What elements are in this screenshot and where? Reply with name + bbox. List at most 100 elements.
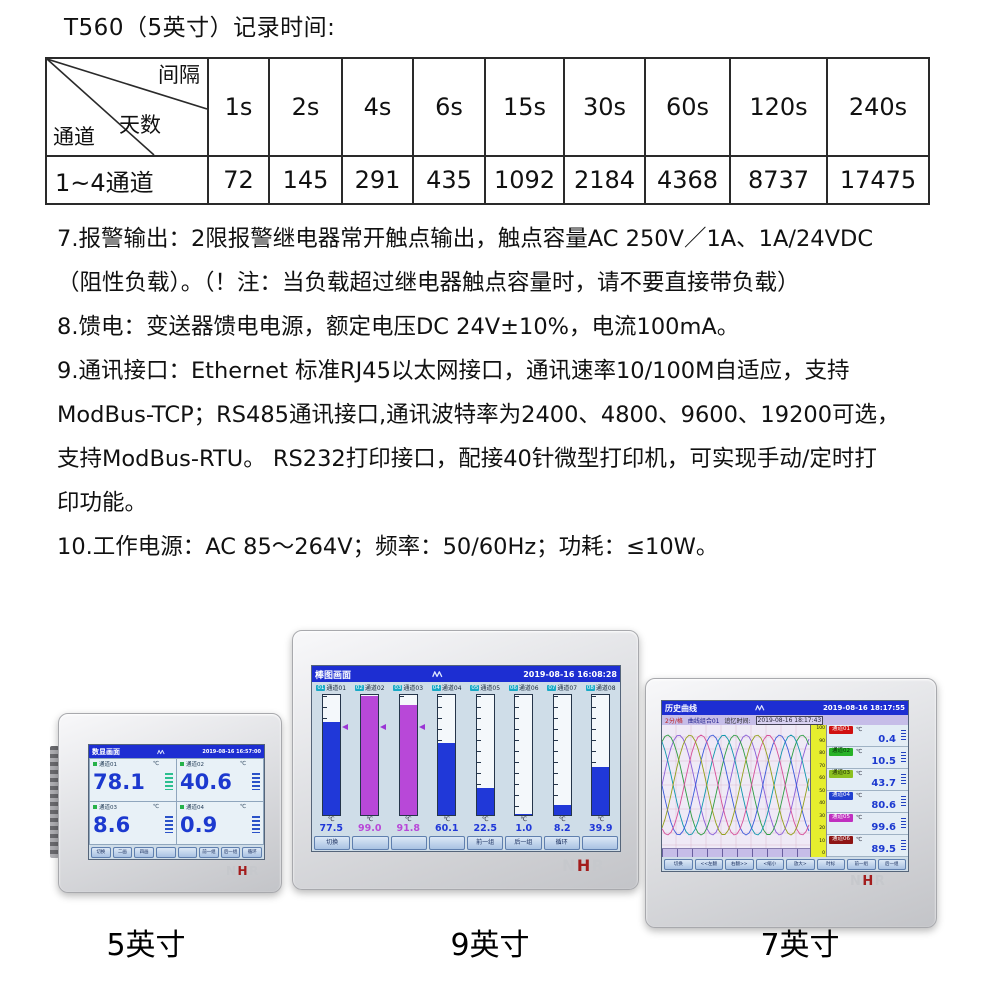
brand-logo-icon xyxy=(755,705,765,711)
interval-column-header: 30s xyxy=(563,57,646,157)
value-axis-scale: 100 90 80 70 60 50 40 30 20 10 0 xyxy=(811,725,827,857)
bar-column xyxy=(389,694,428,816)
corner-label-days: 天数 xyxy=(119,113,161,137)
bar-unit: ℃ xyxy=(558,816,566,823)
channel-cell-header: 通道02 ℃ xyxy=(180,760,260,768)
alarm-setpoint-marker xyxy=(339,723,348,730)
readout-channel-chip: 通道05 xyxy=(829,814,853,822)
history-curve-chart xyxy=(662,725,811,857)
readout-unit: ℃ xyxy=(856,770,863,777)
signal-bars-icon xyxy=(901,730,906,742)
softkey-button-row: 切换 二画 四画 前一组 后一组 循环 xyxy=(89,845,264,859)
bar-outline xyxy=(398,694,425,816)
bar-scale-ticks xyxy=(553,696,558,814)
readout-header: 通道04 ℃ xyxy=(829,792,906,800)
nhr-logo-letter: R xyxy=(591,856,606,875)
bar-value: 77.5 xyxy=(319,823,343,834)
axis-tick-label: 80 xyxy=(819,751,825,756)
readout-row: 通道04 ℃ 80.6 xyxy=(827,791,908,813)
channel-cell: 通道02 ℃ 40.6 xyxy=(177,759,263,801)
channel-status-icon xyxy=(180,805,184,809)
spec-text-line: 9.通讯接口：Ethernet 标准RJ45以太网接口，通讯速率10/100M自… xyxy=(57,358,850,384)
bar-channel-number: 03 xyxy=(393,684,403,691)
bar-channel-label: 通道08 xyxy=(595,685,616,692)
softkey-button xyxy=(352,835,389,850)
softkey-button: 切换 xyxy=(91,846,111,858)
screen-title: 历史曲线 xyxy=(665,703,697,713)
axis-tick-label: 10 xyxy=(819,838,825,844)
readout-header: 通道01 ℃ xyxy=(829,726,906,734)
bar-outline xyxy=(360,694,387,816)
readout-unit: ℃ xyxy=(856,836,863,843)
bar-channel-header: 02 通道02 xyxy=(351,683,390,692)
bar-channel-header: 01 通道01 xyxy=(312,683,351,692)
channel-cell-header: 通道03 ℃ xyxy=(93,803,173,811)
bar-channel-header: 06 通道06 xyxy=(505,683,544,692)
softkey-button: 右翻>> xyxy=(725,858,754,870)
bar-channel-number: 07 xyxy=(547,684,557,691)
bar-value: 60.1 xyxy=(435,823,459,834)
interval-column-header: 15s xyxy=(484,57,565,157)
readout-unit: ℃ xyxy=(856,726,863,733)
nhr-logo-letter: H xyxy=(237,864,250,878)
readout-header: 通道06 ℃ xyxy=(829,836,906,844)
bar-channel-number: 08 xyxy=(585,684,595,691)
bar-fill xyxy=(438,742,456,815)
bar-unit: ℃ xyxy=(481,816,489,823)
signal-bars-icon xyxy=(252,773,260,790)
days-value-cell: 2184 xyxy=(563,155,646,205)
history-main-area: 100 90 80 70 60 50 40 30 20 10 0 通道01 ℃ 0.4 通道02 ℃ 10.5 通… xyxy=(662,725,908,857)
channel-cell: 通道01 ℃ 78.1 xyxy=(90,759,176,801)
channel-unit: ℃ xyxy=(152,804,159,810)
bar-channel-header: 08 通道08 xyxy=(582,683,621,692)
days-value-cell: 435 xyxy=(412,155,486,205)
readout-unit: ℃ xyxy=(856,748,863,755)
bar-value: 99.0 xyxy=(358,823,382,834)
readout-channel-chip: 通道06 xyxy=(829,836,853,844)
readout-unit: ℃ xyxy=(856,792,863,799)
bar-value: 91.8 xyxy=(396,823,420,834)
bar-channel-label: 通道01 xyxy=(326,685,347,692)
softkey-button: 后一组 xyxy=(220,846,241,858)
spec-text-line: 印功能。 xyxy=(57,490,148,516)
bar-scale-ticks xyxy=(476,696,481,814)
days-value-cell: 4368 xyxy=(644,155,731,205)
device-size-caption: 5英寸 xyxy=(106,928,186,963)
interval-column-header: 1s xyxy=(207,57,270,157)
channel-value: 78.1 xyxy=(93,770,145,794)
readout-row: 通道01 ℃ 0.4 xyxy=(827,725,908,747)
readout-value: 0.4 xyxy=(878,733,896,745)
corner-label-channel: 通道 xyxy=(53,125,95,149)
corner-label-interval: 间隔 xyxy=(158,63,200,87)
softkey-button xyxy=(428,835,465,850)
days-value-cell: 17475 xyxy=(826,155,930,205)
screen-datetime: 2019-08-16 18:17:55 xyxy=(822,704,905,712)
bar-outline xyxy=(321,694,348,816)
alarm-setpoint-marker xyxy=(416,723,425,730)
screen-title: 数显画面 xyxy=(92,747,120,756)
softkey-button xyxy=(155,846,176,858)
digital-display-grid: 通道01 ℃ 78.1 通道02 ℃ 40.6 通道03 ℃ 8.6 通道04 ℃ 0.9 xyxy=(89,758,264,845)
bar-fill xyxy=(476,788,494,815)
spec-paragraphs: 7.报警输出：2限报警继电器常开触点输出，触点容量AC 250V／1A、1A/2… xyxy=(57,217,957,569)
spec-text-line: 支持ModBus-RTU。 RS232打印接口，配接40针微型打印机，可实现手动… xyxy=(57,446,877,472)
signal-bars-icon xyxy=(901,818,906,830)
softkey-button xyxy=(390,835,427,850)
softkey-button: 时标 xyxy=(816,858,845,870)
channel-value: 0.9 xyxy=(180,813,218,837)
axis-tick-label: 0 xyxy=(822,851,825,856)
screen-datetime: 2019-08-16 16:08:28 xyxy=(523,669,617,679)
readout-row: 通道06 ℃ 89.5 xyxy=(827,835,908,857)
axis-tick-label: 70 xyxy=(819,763,825,769)
softkey-button: 前一组 xyxy=(467,835,504,850)
brand-logo-icon xyxy=(431,671,442,677)
bar-unit: ℃ xyxy=(597,816,605,823)
readout-unit: ℃ xyxy=(856,814,863,821)
readout-row: 通道03 ℃ 43.7 xyxy=(827,769,908,791)
spec-text-line: 8.馈电：变送器馈电电源，额定电压DC 24V±10%，电流100mA。 xyxy=(57,314,740,340)
channel-cell: 通道03 ℃ 8.6 xyxy=(90,802,176,844)
nhr-logo-letter: H xyxy=(576,856,592,875)
channel-cell-header: 通道04 ℃ xyxy=(180,803,260,811)
nhr-logo-letter: N xyxy=(562,856,577,875)
record-table: 间隔 天数 通道 1s 2s 4s 6s 15s 30s 60s 120s 240s 1~4通道 72 14… xyxy=(45,57,930,205)
